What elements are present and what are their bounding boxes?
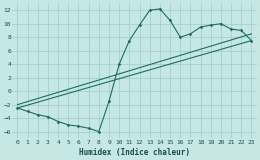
X-axis label: Humidex (Indice chaleur): Humidex (Indice chaleur) <box>79 148 190 156</box>
